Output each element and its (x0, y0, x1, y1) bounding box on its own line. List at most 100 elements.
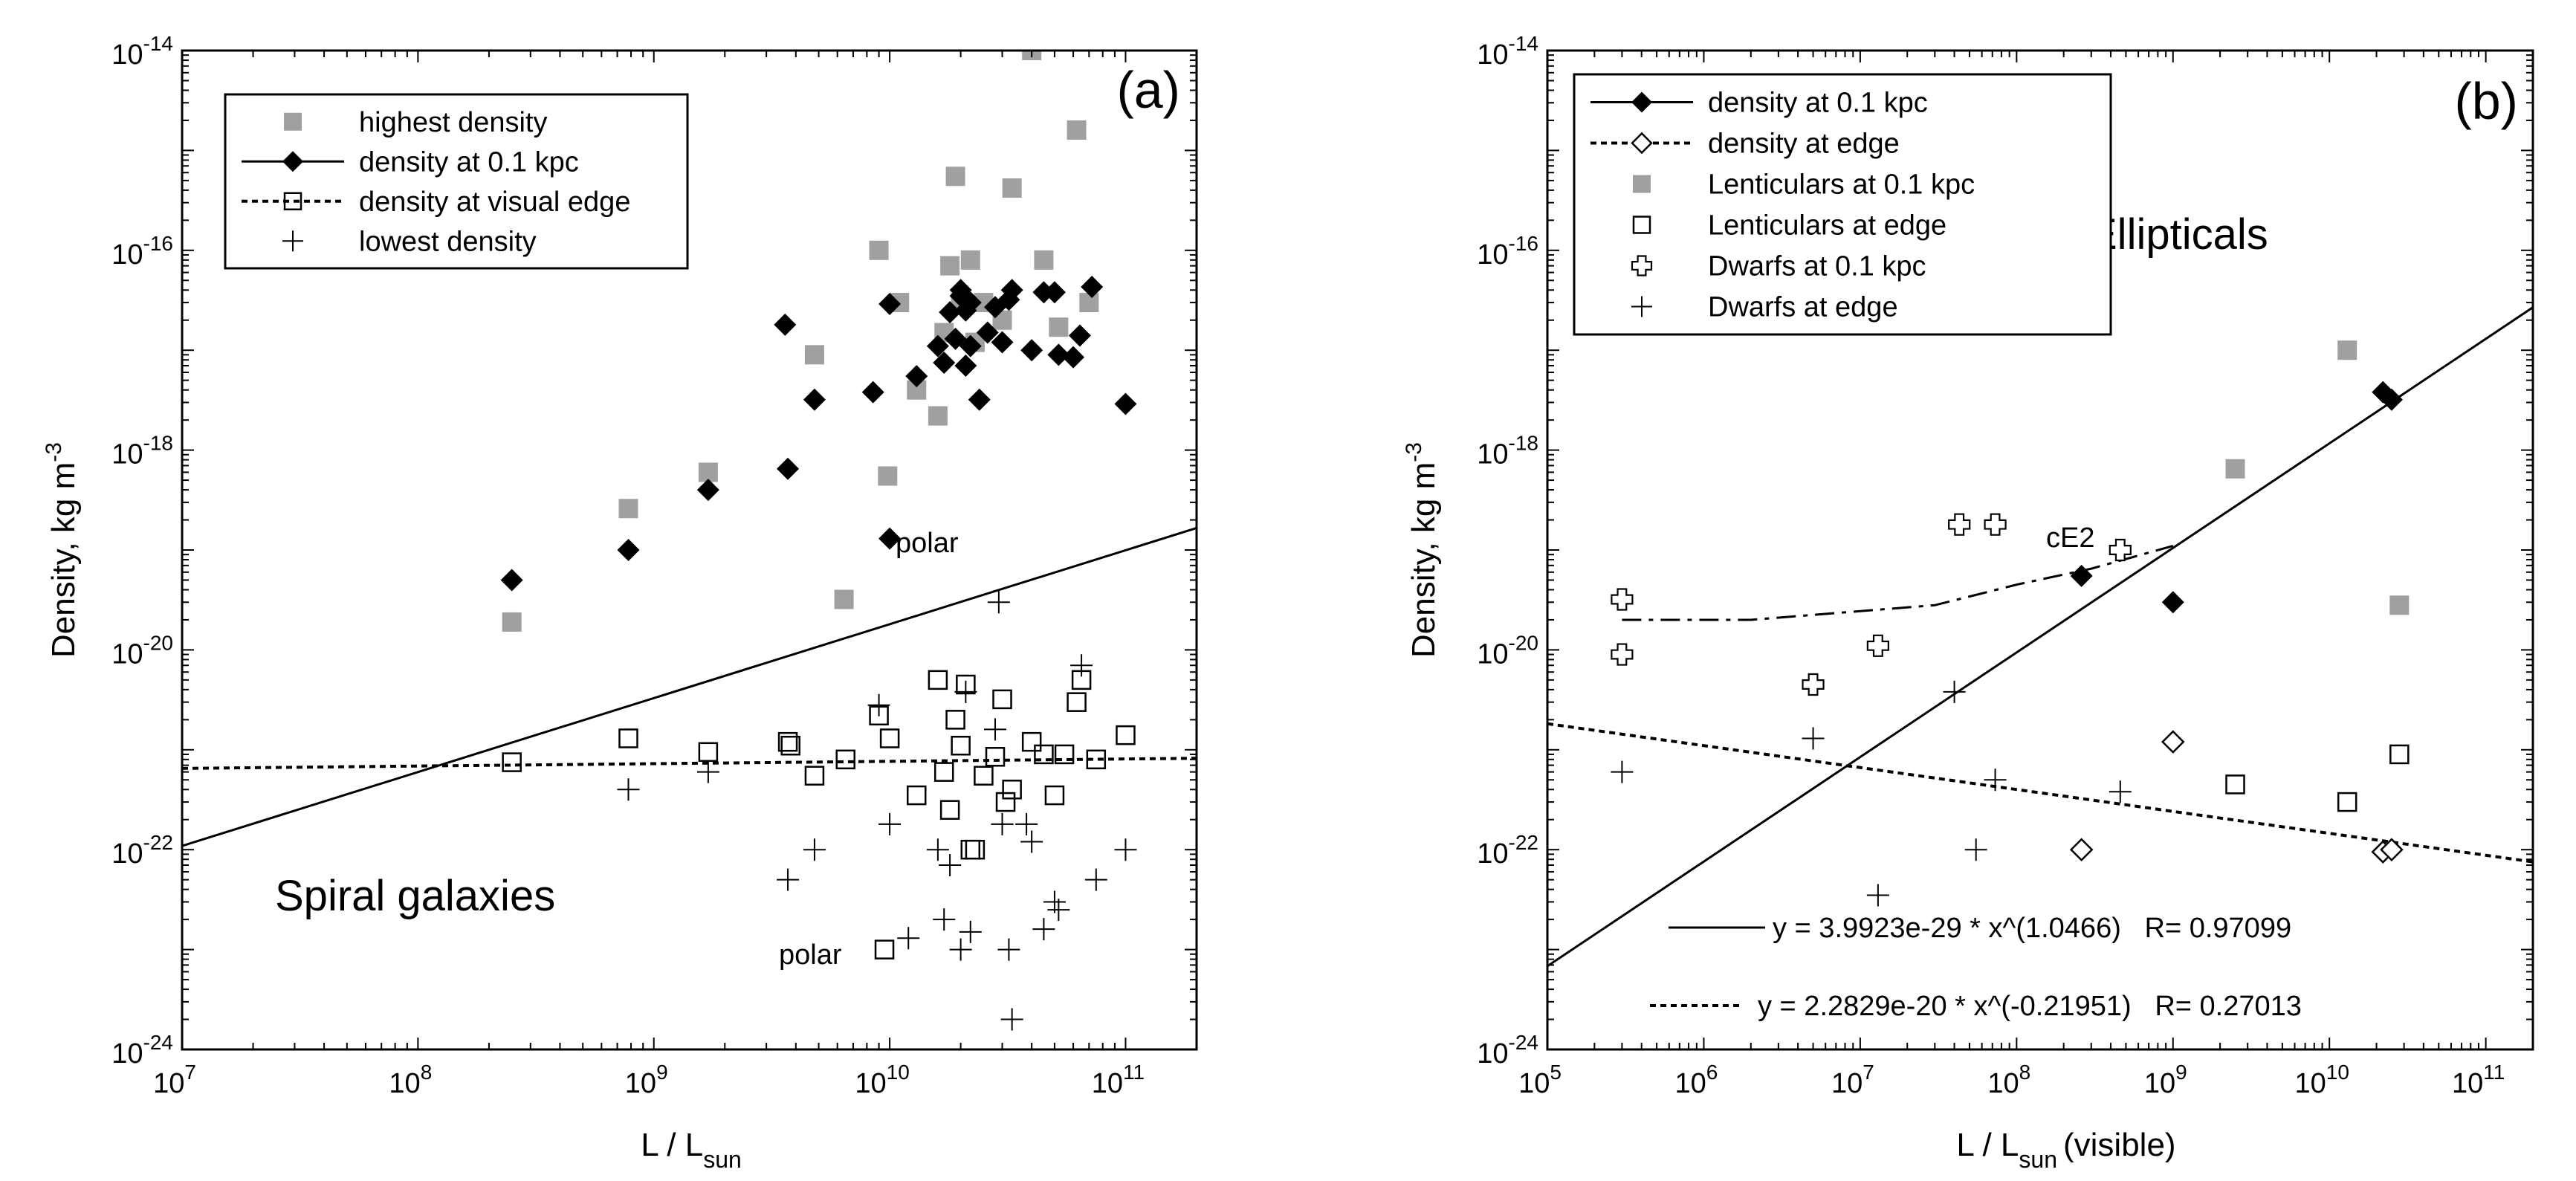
y-tick-label: 10-20 (1477, 631, 1538, 670)
point-lenticulars-at-edge (2337, 792, 2357, 812)
annotation-polar-upper: polar (896, 528, 959, 559)
point-lowest-density (1032, 918, 1055, 941)
legend-marker-density-at-edge (1631, 132, 1653, 155)
point-density-at-visual-edge (1044, 785, 1065, 806)
point-highest-density (945, 166, 965, 187)
y-tick-label: 10-22 (111, 831, 173, 870)
point-density-at-0-1-kpc (500, 569, 523, 592)
point-lowest-density (997, 938, 1020, 961)
point-lowest-density (984, 718, 1007, 741)
legend-marker-density-at-0-1-kpc (282, 151, 303, 172)
point-lowest-density (987, 591, 1010, 614)
point-lowest-density (933, 908, 956, 931)
point-density-at-0-1-kpc (617, 539, 640, 561)
point-lowest-density (617, 778, 640, 801)
point-lowest-density (878, 812, 902, 835)
point-highest-density (928, 406, 948, 426)
point-density-at-0-1-kpc (696, 479, 719, 502)
fit-line-density-at-0-1-kpc (1547, 306, 2533, 968)
point-dwarfs-at-0-1-kpc (1866, 634, 1889, 657)
x-tick-label: 108 (389, 1061, 432, 1099)
point-density-at-visual-edge (804, 766, 825, 786)
point-density-at-0-1-kpc (991, 331, 1014, 354)
point-lenticulars-at-0-1-kpc (2225, 459, 2245, 479)
y-tick-label: 10-14 (1477, 32, 1538, 71)
legend-label-density-at-0-1-kpc: density at 0.1 kpc (1708, 88, 1928, 119)
point-density-at-0-1-kpc (933, 351, 956, 374)
point-lowest-density (949, 938, 972, 961)
panel-a: 107 108 109 1010 1011 10-24 10-22 10-20 10-18 10-… (42, 32, 1198, 1173)
y-tick-label: 10-20 (111, 631, 173, 670)
point-density-at-0-1-kpc (878, 293, 902, 316)
point-density-at-edge (2069, 838, 2094, 861)
point-lowest-density (954, 680, 977, 703)
point-lowest-density (959, 920, 982, 943)
legend-label-dwarfs-at-0-1-kpc: Dwarfs at 0.1 kpc (1708, 251, 1926, 282)
point-density-at-visual-edge (995, 792, 1016, 812)
point-density-at-0-1-kpc (2380, 388, 2403, 411)
point-lowest-density (1000, 1008, 1023, 1031)
point-density-at-0-1-kpc (1000, 279, 1023, 302)
point-lowest-density (867, 693, 890, 716)
y-tick-label: 10-24 (111, 1031, 173, 1070)
point-dwarfs-at-edge (1964, 838, 1987, 861)
point-density-at-0-1-kpc (968, 388, 991, 411)
point-dwarfs-at-edge (2109, 780, 2132, 803)
legend-marker-lowest-density (282, 230, 303, 252)
point-highest-density (1049, 317, 1069, 337)
point-density-at-visual-edge (1034, 744, 1054, 765)
y-tick-label: 10-16 (111, 232, 173, 271)
point-density-at-visual-edge (945, 710, 965, 730)
point-lowest-density (803, 838, 826, 861)
point-lowest-density (1070, 654, 1093, 677)
panel-b-legend: density at 0.1 kpc density at edge Lenticu… (1573, 73, 2112, 336)
y-tick-label: 10-16 (1477, 232, 1538, 271)
legend-box (224, 93, 689, 270)
point-density-at-0-1-kpc (777, 457, 800, 480)
x-tick-label: 107 (1831, 1061, 1874, 1099)
y-tick-label: 10-18 (1477, 432, 1538, 470)
point-dwarfs-at-0-1-kpc (1611, 588, 1634, 611)
point-highest-density (960, 250, 980, 270)
panel-b-x-axis-label: L / Lsun (visible) (1956, 1127, 2175, 1173)
point-dwarfs-at-edge (1866, 884, 1889, 907)
point-density-at-0-1-kpc (905, 365, 928, 388)
x-tick-label: 105 (1518, 1061, 1562, 1099)
point-dwarfs-at-0-1-kpc (1948, 513, 1971, 536)
point-highest-density (502, 612, 522, 632)
legend-label-lenticulars-at-edge: Lenticulars at edge (1708, 210, 1946, 242)
point-density-at-0-1-kpc (939, 301, 962, 324)
point-lenticulars-at-0-1-kpc (2389, 595, 2410, 615)
point-density-at-visual-edge (1054, 744, 1075, 765)
point-density-at-edge (2161, 730, 2185, 754)
point-density-at-0-1-kpc (1047, 343, 1070, 366)
panel-a-label: (a) (1116, 61, 1180, 119)
fit-line-density-at-visual-edge (182, 757, 1197, 770)
point-density-at-0-1-kpc (926, 334, 949, 357)
panel-a-y-axis-label: Density, kg m-3 (42, 442, 82, 658)
legend-label-density-at-0-1-kpc: density at 0.1 kpc (359, 146, 579, 178)
point-dwarfs-at-edge (1611, 760, 1634, 783)
legend-marker-density-at-visual-edge (283, 192, 302, 210)
point-density-at-0-1-kpc (1114, 392, 1137, 415)
point-lowest-density (1020, 830, 1043, 853)
point-density-at-0-1-kpc (1068, 324, 1091, 347)
point-highest-density (834, 589, 854, 609)
fit-equation-solid-text: y = 3.9923e-29 * x^(1.0466) R= 0.97099 (1773, 913, 2291, 944)
point-dwarfs-at-0-1-kpc (1611, 643, 1634, 666)
x-tick-label: 107 (153, 1061, 196, 1099)
point-density-at-visual-edge (1116, 725, 1136, 745)
point-density-at-visual-edge (502, 752, 522, 772)
point-lowest-density (1114, 838, 1137, 861)
point-highest-density (1002, 178, 1022, 198)
point-highest-density (1034, 250, 1054, 270)
legend-label-density-at-visual-edge: density at visual edge (359, 187, 630, 218)
fit-equation-solid: y = 3.9923e-29 * x^(1.0466) R= 0.97099 (1669, 913, 2291, 944)
fit-line-density-at-0-1-kpc (182, 526, 1197, 847)
point-density-at-0-1-kpc (976, 321, 999, 344)
point-dwarfs-at-edge (1984, 769, 2007, 792)
point-highest-density (940, 256, 960, 276)
point-density-at-visual-edge (698, 742, 719, 763)
annotation-polar-lower: polar (779, 939, 842, 971)
